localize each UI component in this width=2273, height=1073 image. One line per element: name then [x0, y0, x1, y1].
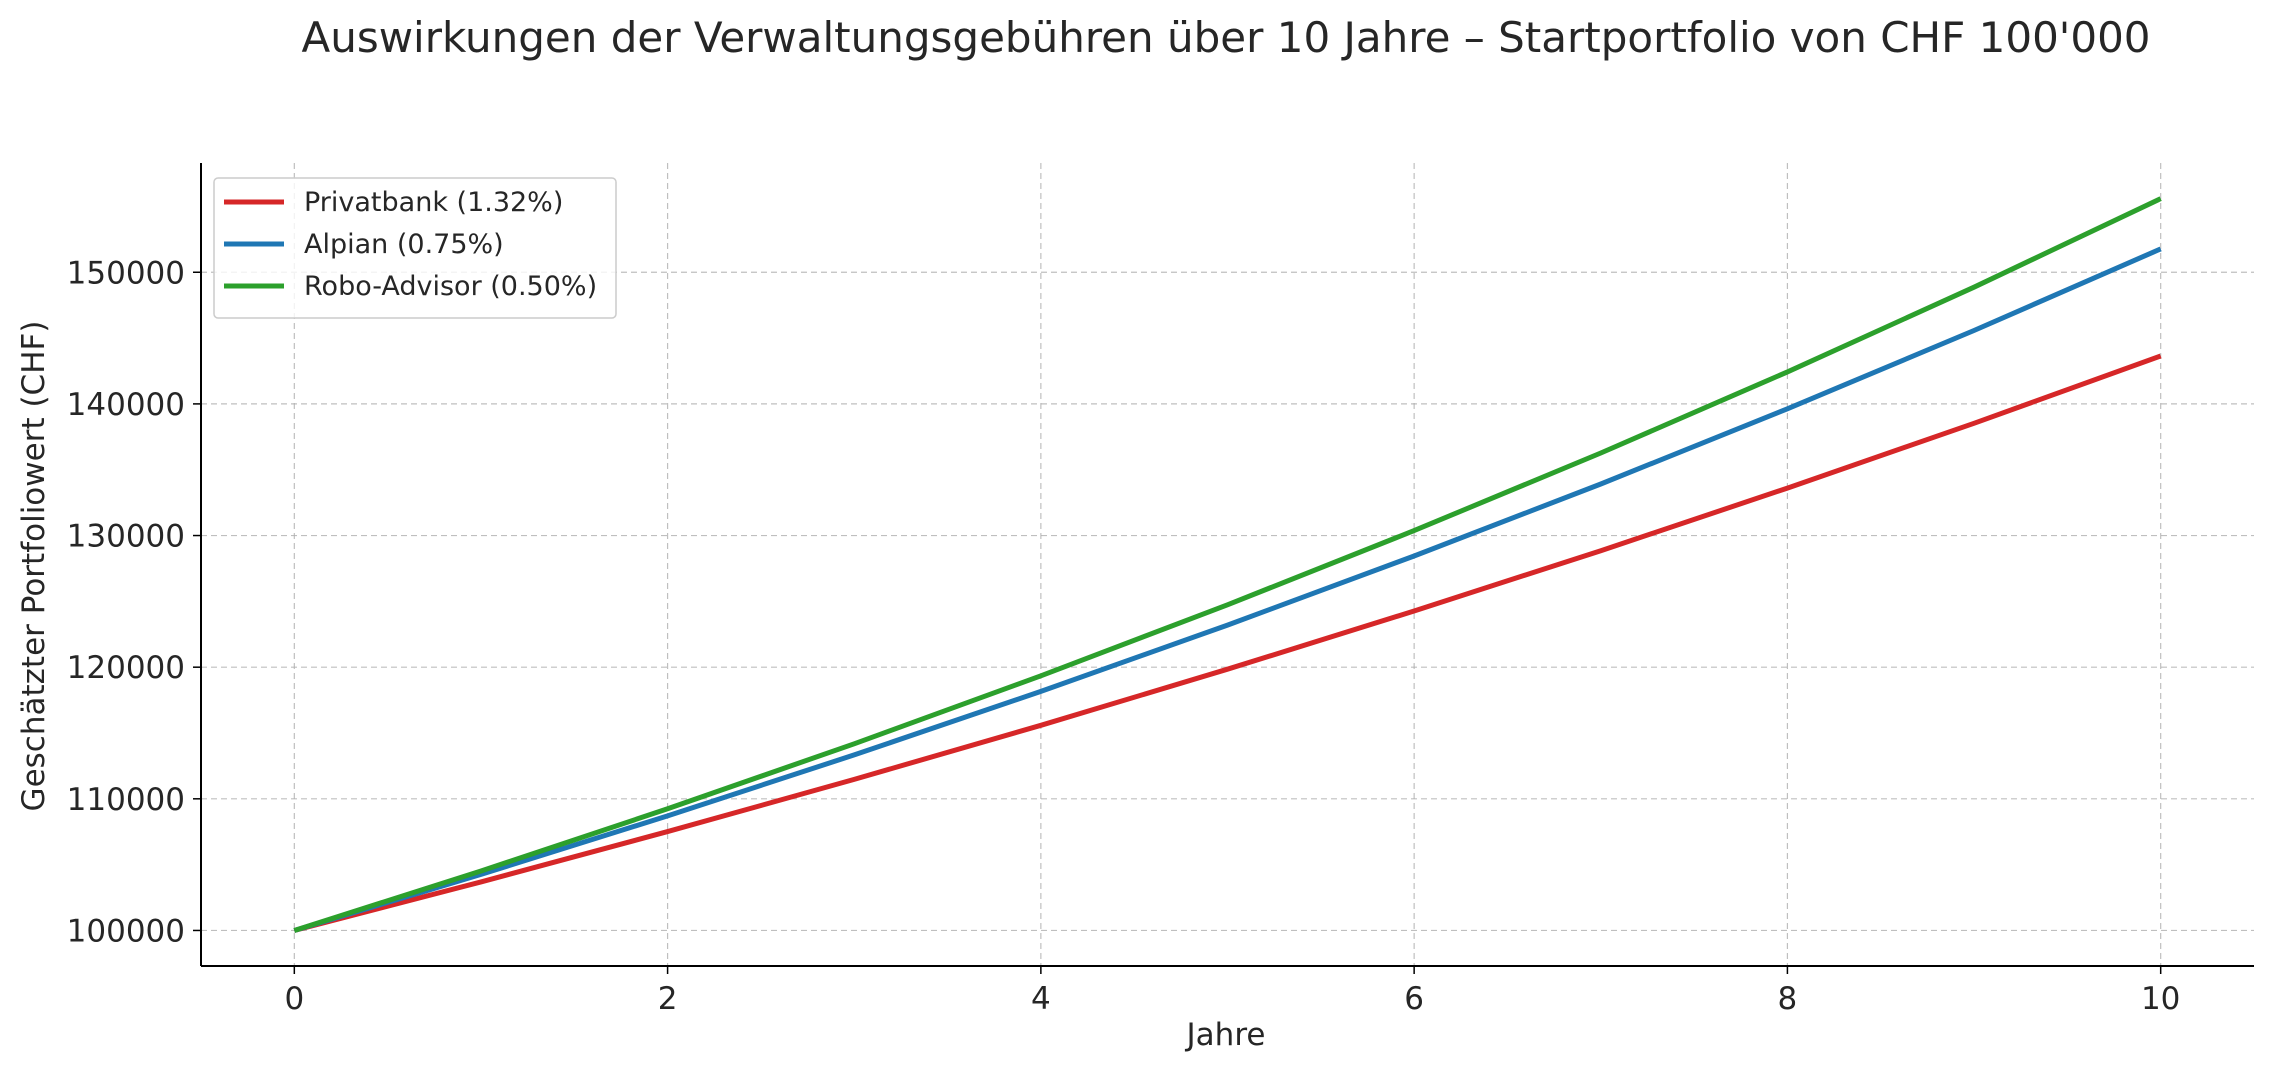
x-tick-label: 10: [2141, 981, 2180, 1017]
y-tick-label: 100000: [67, 913, 185, 949]
x-tick-label: 2: [658, 981, 678, 1017]
x-tick-label: 4: [1031, 981, 1051, 1017]
x-tick-label: 0: [284, 981, 304, 1017]
y-tick-label: 110000: [67, 782, 185, 818]
y-tick-label: 130000: [67, 519, 185, 555]
x-tick-label: 8: [1778, 981, 1798, 1017]
legend-label: Robo-Advisor (0.50%): [304, 271, 597, 302]
x-axis-title: Jahre: [1185, 1017, 1266, 1053]
y-tick-label: 140000: [67, 387, 185, 423]
y-axis-title: Geschätzter Portfoliowert (CHF): [16, 321, 52, 812]
y-tick-label: 150000: [67, 255, 185, 291]
legend: Privatbank (1.32%) Alpian (0.75%) Robo-Adv…: [214, 178, 616, 318]
series-line-2: [294, 249, 2160, 931]
legend-label: Privatbank (1.32%): [304, 187, 563, 218]
chart-title: Auswirkungen der Verwaltungsgebühren übe…: [301, 13, 2150, 62]
y-tick-label: 120000: [67, 650, 185, 686]
x-tick-label: 6: [1404, 981, 1424, 1017]
legend-label: Alpian (0.75%): [304, 229, 504, 260]
